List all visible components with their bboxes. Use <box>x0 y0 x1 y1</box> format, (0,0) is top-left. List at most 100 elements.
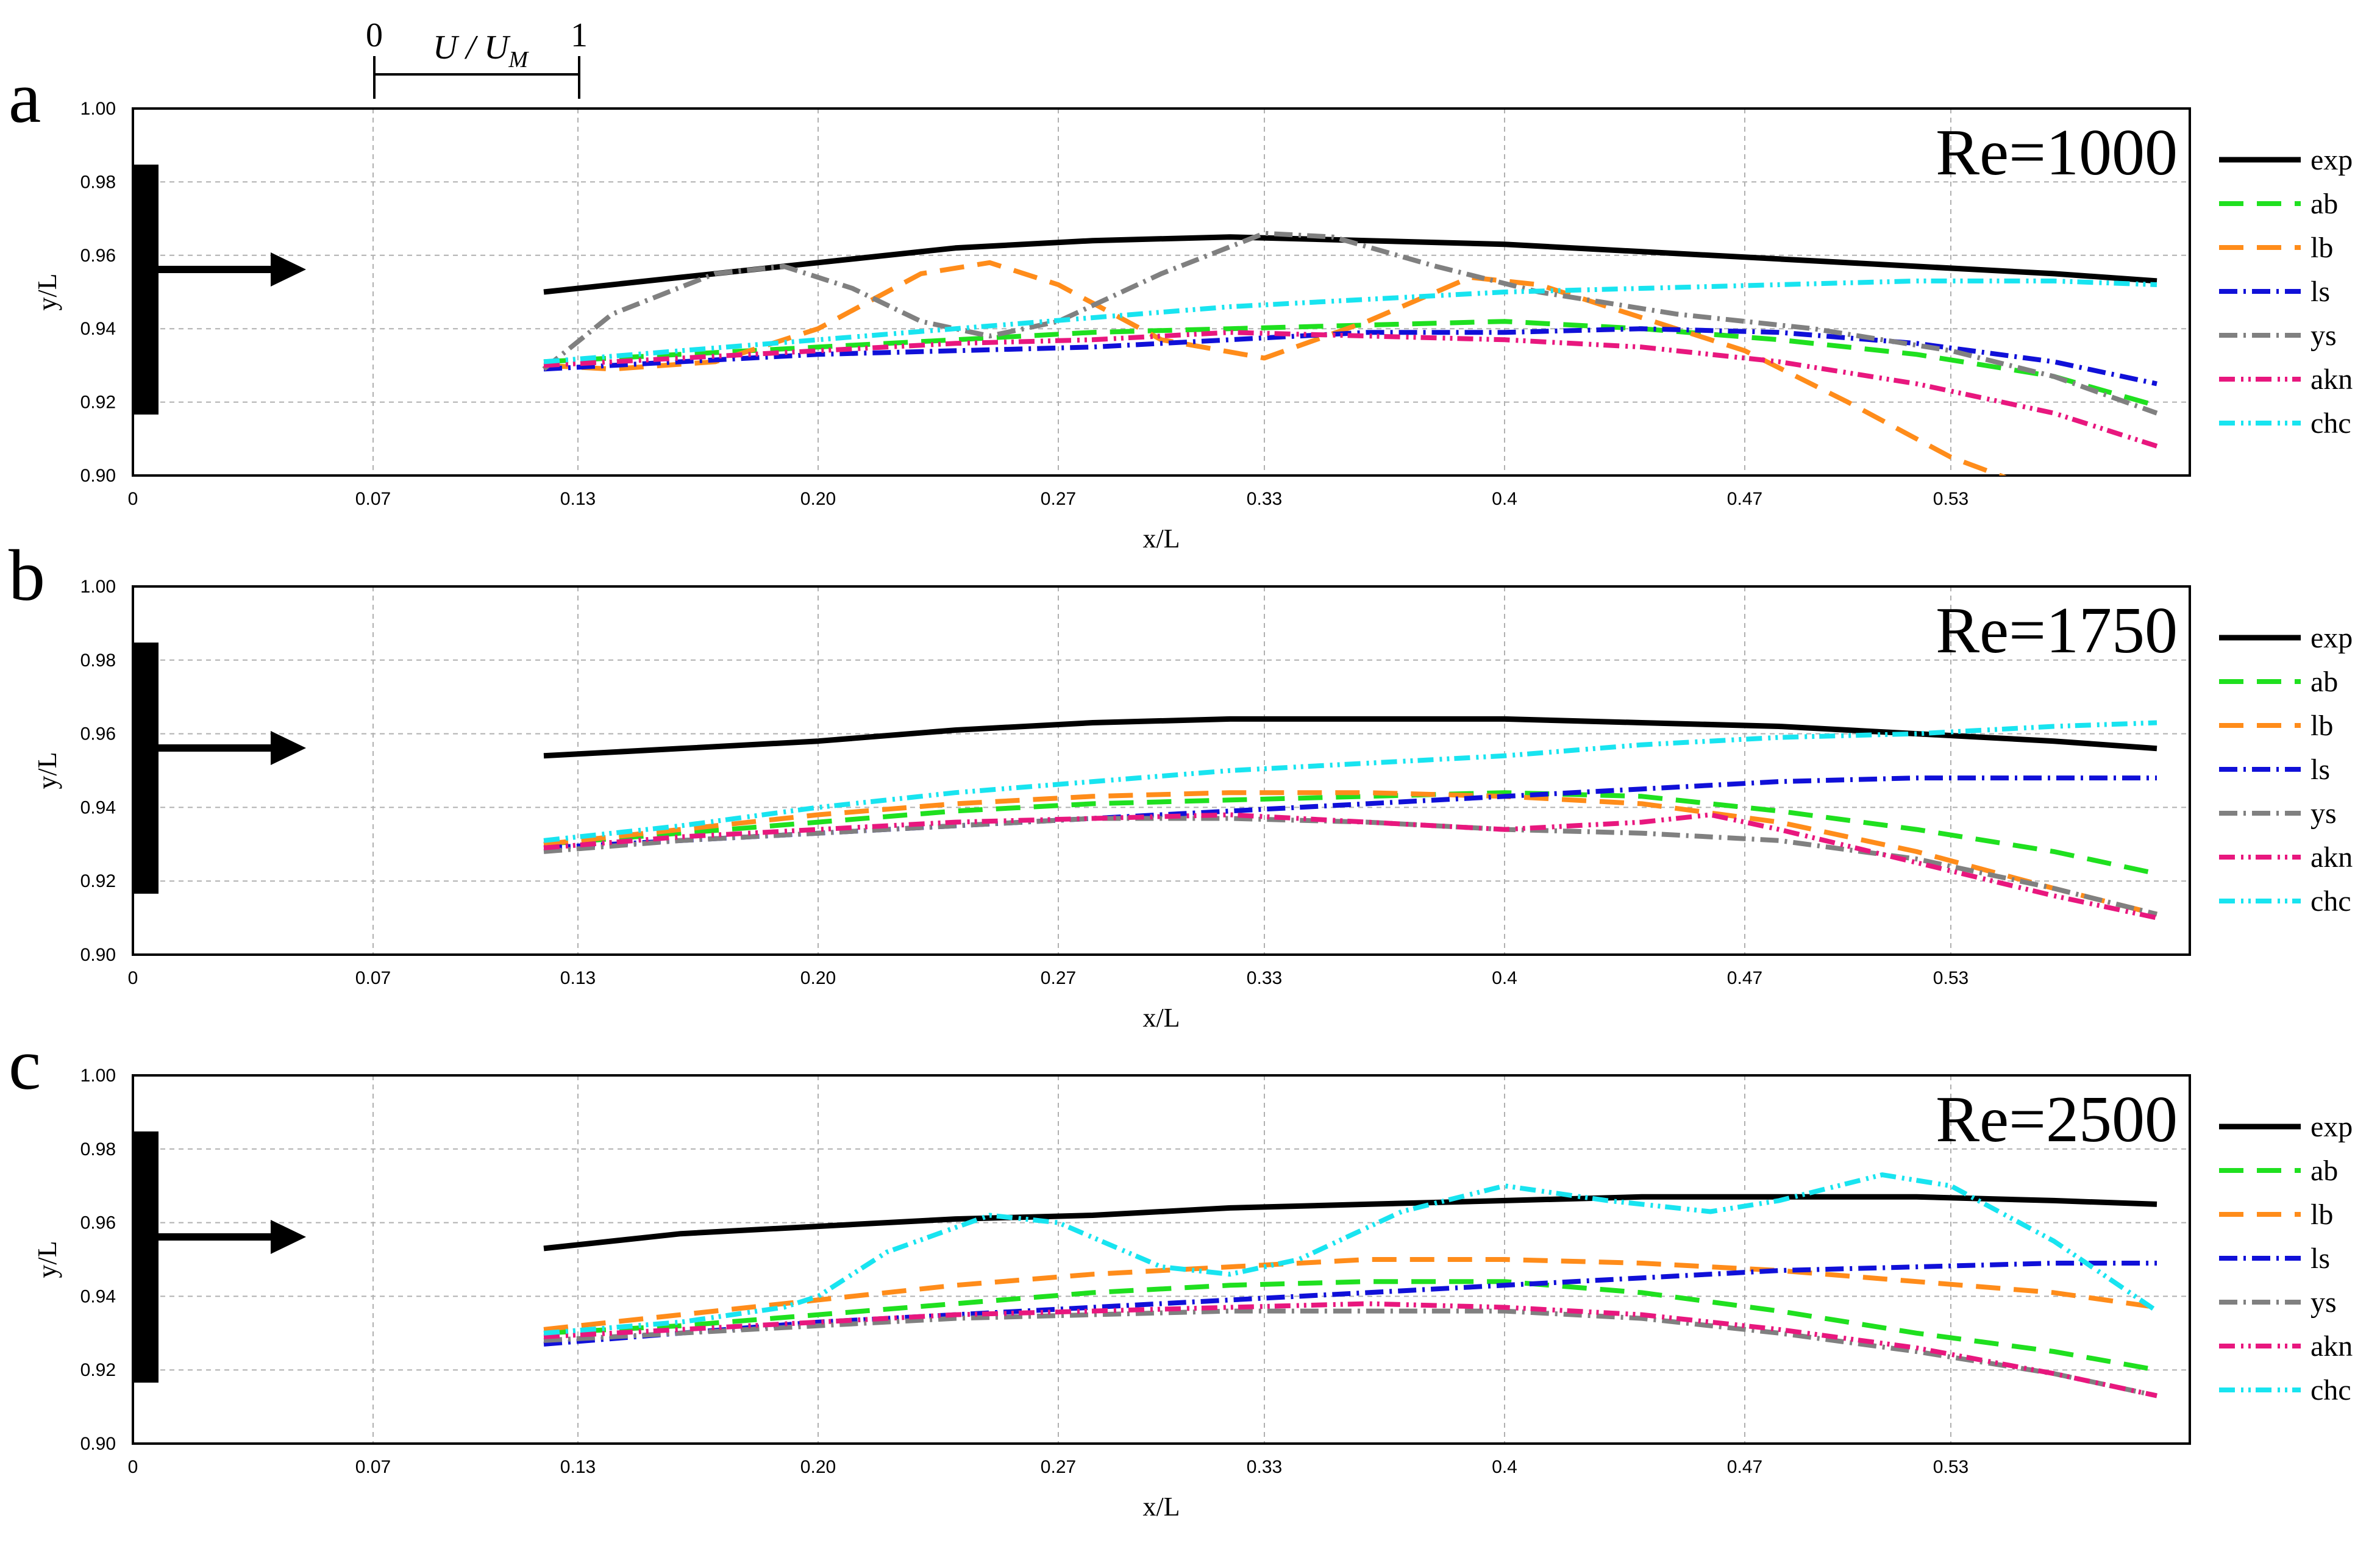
y-tick-label: 0.92 <box>80 871 116 891</box>
series-line-ls <box>543 326 2157 386</box>
x-tick-label: 0.20 <box>800 1457 836 1477</box>
series-line-ls <box>543 1261 2157 1347</box>
x-tick-label: 0.20 <box>800 968 836 988</box>
legend-label-chc: chc <box>2311 1374 2351 1406</box>
flow-arrow-head-icon <box>271 731 306 765</box>
x-tick-label: 0.47 <box>1727 489 1762 509</box>
series-line-ys <box>542 230 2158 416</box>
legend-label-ab: ab <box>2311 666 2338 698</box>
scale-title: U / UM <box>433 29 529 73</box>
y-tick-label: 1.00 <box>80 99 116 119</box>
flow-arrow-head-icon <box>271 252 306 287</box>
series-group <box>542 230 2158 476</box>
y-tick-label: 0.94 <box>80 797 116 818</box>
legend-label-chc: chc <box>2311 407 2351 440</box>
plate-icon <box>133 643 159 894</box>
series-line-ab <box>543 1279 2157 1373</box>
x-axis-label: x/L <box>1142 1492 1180 1522</box>
x-tick-label: 0.4 <box>1492 489 1517 509</box>
y-axis-label: y/L <box>32 273 62 310</box>
flow-arrow-head-icon <box>271 1220 306 1254</box>
y-tick-label: 0.90 <box>80 945 116 965</box>
legend-label-lb: lb <box>2311 710 2333 742</box>
series-line-ys <box>543 1308 2157 1398</box>
x-tick-label: 0.33 <box>1247 489 1282 509</box>
y-tick-label: 0.92 <box>80 393 116 413</box>
series-line-exp <box>543 1194 2157 1252</box>
legend-label-ys: ys <box>2311 319 2337 352</box>
y-tick-label: 0.98 <box>80 172 116 192</box>
series-line-akn <box>543 1301 2157 1398</box>
x-tick-label: 0.07 <box>355 968 391 988</box>
y-tick-label: 0.94 <box>80 1286 116 1306</box>
x-tick-label: 0.27 <box>1041 489 1076 509</box>
series-group <box>543 1172 2159 1398</box>
y-tick-label: 0.98 <box>80 1139 116 1160</box>
y-tick-label: 0.90 <box>80 466 116 486</box>
scale-right-label: 1 <box>571 16 588 54</box>
velocity-scale-bar: 0 1 U / UM <box>366 16 588 99</box>
legend-label-lb: lb <box>2311 1199 2333 1231</box>
panel-c: 0.90 0.92 0.94 0.96 0.98 1.00 0 0.07 0.13 0.20 0.2… <box>9 1024 2353 1522</box>
series-line-ab <box>543 790 2157 877</box>
y-tick-label: 1.00 <box>80 1066 116 1086</box>
panel-a: 0.90 0.92 0.94 0.96 0.98 1.00 0 0.07 0.13 0.20 0.2… <box>9 57 2353 554</box>
x-tick-label: 0 <box>128 489 138 509</box>
reynolds-title: Re=1000 <box>1936 116 2178 189</box>
series-line-chc <box>543 278 2157 365</box>
series-line-akn <box>543 330 2158 449</box>
x-tick-label: 0.47 <box>1727 968 1762 988</box>
legend-label-akn: akn <box>2311 363 2353 396</box>
x-tick-label: 0.13 <box>560 1457 596 1477</box>
series-line-exp <box>543 716 2157 759</box>
y-tick-label: 0.98 <box>80 650 116 671</box>
legend-label-akn: akn <box>2311 841 2353 874</box>
legend-label-exp: exp <box>2311 144 2353 176</box>
legend-label-ls: ls <box>2311 1242 2330 1275</box>
x-tick-label: 0.53 <box>1933 1457 1968 1477</box>
y-tick-label: 0.90 <box>80 1434 116 1454</box>
panel-label: a <box>9 57 41 138</box>
x-axis-label: x/L <box>1142 524 1180 554</box>
reynolds-title: Re=2500 <box>1936 1083 2178 1156</box>
y-tick-label: 0.96 <box>80 1213 116 1233</box>
y-axis-label: y/L <box>32 1241 62 1278</box>
x-tick-label: 0 <box>128 1457 138 1477</box>
x-tick-label: 0.47 <box>1727 1457 1762 1477</box>
reynolds-title: Re=1750 <box>1936 594 2178 667</box>
x-tick-label: 0.33 <box>1247 968 1282 988</box>
legend-label-ls: ls <box>2311 753 2330 786</box>
series-line-exp <box>543 234 2157 295</box>
x-tick-label: 0.13 <box>560 489 596 509</box>
legend-label-ls: ls <box>2311 276 2330 308</box>
legend-label-exp: exp <box>2311 1111 2353 1143</box>
x-tick-label: 0.07 <box>355 489 391 509</box>
y-tick-label: 0.96 <box>80 246 116 266</box>
series-line-lb <box>543 260 2008 476</box>
scale-left-label: 0 <box>366 16 383 54</box>
plate-icon <box>133 165 159 415</box>
x-tick-label: 0.4 <box>1492 968 1517 988</box>
plot-frame <box>132 1074 2191 1445</box>
x-axis-label: x/L <box>1142 1003 1180 1033</box>
plot-frame <box>132 585 2191 956</box>
x-tick-label: 0.53 <box>1933 489 1968 509</box>
legend-label-chc: chc <box>2311 885 2351 917</box>
series-line-ys <box>543 816 2157 917</box>
legend-label-exp: exp <box>2311 622 2353 654</box>
plate-icon <box>133 1131 159 1383</box>
series-line-ab <box>543 319 2158 408</box>
series-line-chc <box>543 1172 2159 1336</box>
x-tick-label: 0.07 <box>355 1457 391 1477</box>
series-line-chc <box>543 720 2157 843</box>
y-tick-label: 1.00 <box>80 577 116 597</box>
legend-label-ys: ys <box>2311 1286 2337 1319</box>
x-tick-label: 0.13 <box>560 968 596 988</box>
x-tick-label: 0.53 <box>1933 968 1968 988</box>
series-line-lb <box>543 1257 2157 1332</box>
x-tick-label: 0 <box>128 968 138 988</box>
legend-label-ab: ab <box>2311 1155 2338 1187</box>
series-line-akn <box>543 812 2157 921</box>
y-axis-label: y/L <box>32 752 62 789</box>
